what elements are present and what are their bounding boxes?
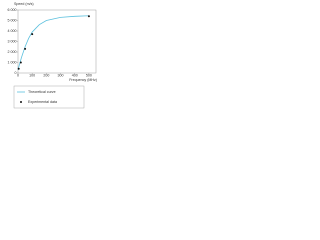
curve [17, 15, 89, 70]
legend-marker [20, 101, 22, 103]
x-tick-label: 0 [17, 73, 19, 77]
y-axis-label: Speed (m/s) [14, 2, 34, 6]
data-point [87, 15, 90, 18]
y-tick-label: 4 000 [8, 29, 17, 33]
legend-box [13, 85, 85, 109]
legend-label: Theoretical curve [28, 90, 56, 94]
plot-frame [17, 9, 97, 74]
data-point [17, 67, 20, 70]
y-tick-label: 2 000 [8, 50, 17, 54]
legend-label: Experimental data [28, 100, 57, 104]
data-point [31, 33, 34, 36]
x-axis-label: Frequency (MHz) [69, 78, 97, 82]
x-tick-label: 400 [72, 73, 78, 77]
y-tick-label: 3 000 [8, 39, 17, 43]
chart: Speed (m/s) Frequency (MHz) 0 1 000 2 000 3… [8, 2, 97, 109]
y-tick-label: 0 [15, 71, 17, 75]
x-tick-label: 100 [29, 73, 35, 77]
y-tick-label: 6 000 [8, 8, 17, 12]
data-point [24, 47, 27, 50]
x-tick-label: 200 [43, 73, 49, 77]
data-point [19, 61, 22, 64]
x-tick-label: 500 [86, 73, 92, 77]
y-tick-label: 5 000 [8, 18, 17, 22]
y-tick-label: 1 000 [8, 60, 17, 64]
x-tick-label: 300 [58, 73, 64, 77]
